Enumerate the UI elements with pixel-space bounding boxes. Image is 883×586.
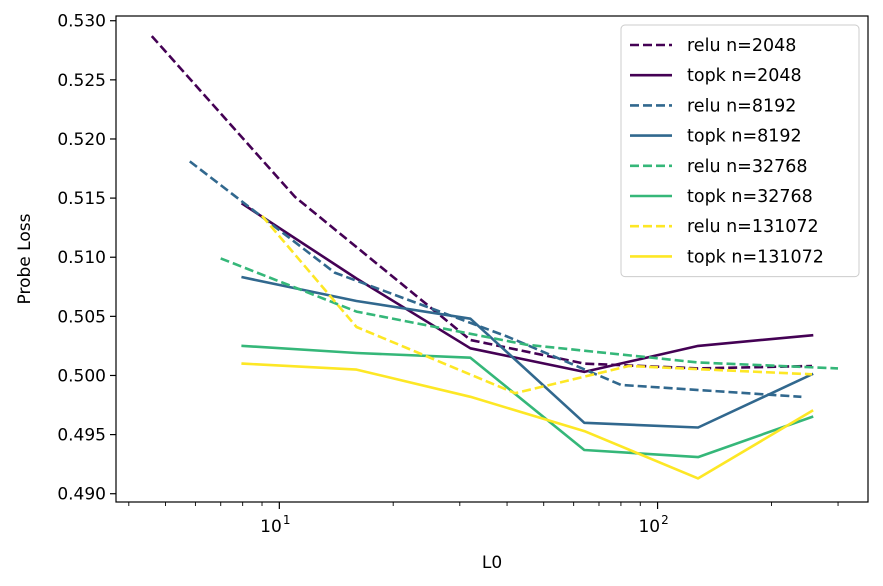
y-tick-label-2: 0.500: [57, 366, 106, 386]
y-tick-label-3: 0.505: [57, 307, 106, 327]
legend-label-1: relu n=2048: [687, 36, 796, 56]
legend-box: [620, 24, 860, 278]
series-line-4: [241, 275, 814, 429]
series-line-8: [241, 362, 814, 480]
legend-label-8: topk n=131072: [687, 247, 824, 267]
y-axis-label: Probe Loss: [15, 213, 35, 304]
axis-ticks: 0.490 0.495 0.500 0.505 0.510 0.515 0.520 0.525…: [57, 12, 839, 537]
y-tick-label-1: 0.495: [57, 426, 106, 446]
legend-label-5: relu n=32768: [687, 157, 808, 177]
legend-label-2: topk n=2048: [687, 66, 802, 86]
x-tick-label-1: 102: [638, 513, 668, 537]
x-axis-label: L0: [482, 553, 502, 573]
series-line-6: [241, 344, 814, 459]
series-line-2: [240, 202, 814, 374]
legend-label-3: relu n=8192: [687, 96, 796, 116]
legend: relu n=2048 topk n=2048 relu n=8192 topk n=…: [620, 24, 860, 278]
series-line-5: [220, 257, 839, 370]
axes-frame: [115, 15, 869, 503]
y-tick-label-5: 0.515: [57, 189, 106, 209]
y-tick-label-6: 0.520: [57, 130, 106, 150]
y-tick-label-8: 0.530: [57, 12, 106, 32]
y-tick-label-0: 0.490: [57, 485, 106, 505]
legend-label-4: topk n=8192: [687, 127, 802, 147]
legend-label-6: topk n=32768: [687, 187, 813, 207]
y-tick-label-4: 0.510: [57, 248, 106, 268]
plot-area: [150, 35, 839, 480]
series-line-3: [189, 160, 802, 399]
y-tick-label-7: 0.525: [57, 71, 106, 91]
series-line-1: [150, 35, 813, 370]
legend-label-7: relu n=131072: [687, 217, 819, 237]
x-tick-label-0: 101: [260, 513, 290, 537]
series-line-7: [261, 214, 813, 395]
